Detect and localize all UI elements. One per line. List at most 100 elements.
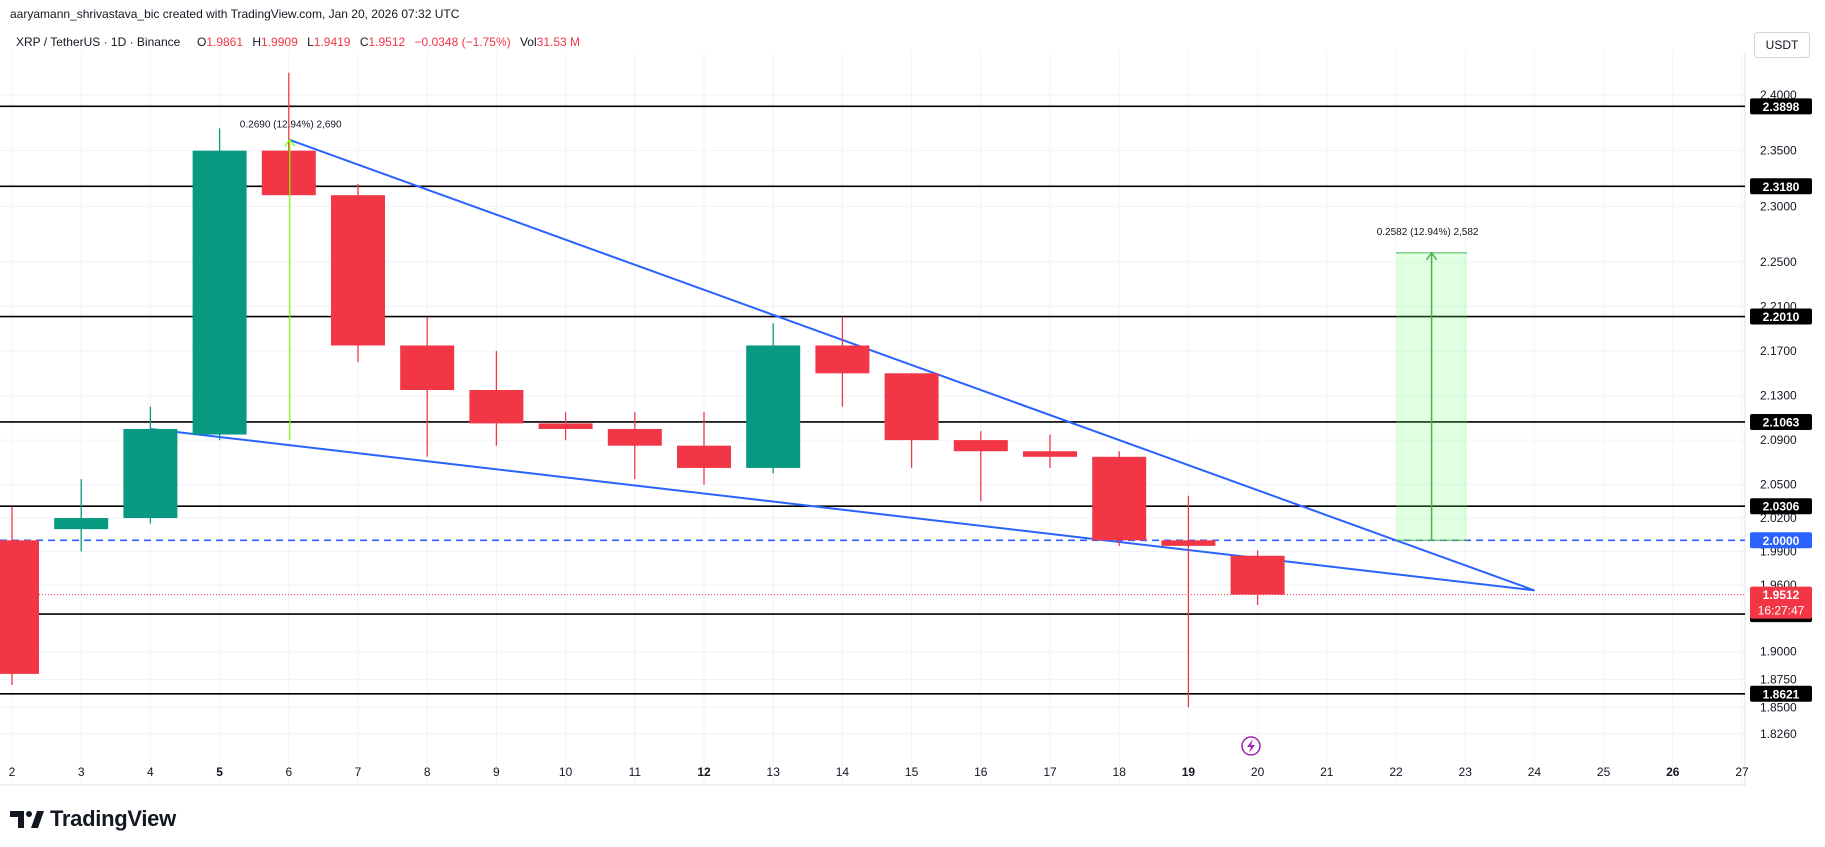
trendline (288, 138, 1535, 592)
candle[interactable] (54, 479, 109, 552)
level-price-label: 2.3898 (1763, 100, 1800, 114)
symbol-name[interactable]: XRP / TetherUS · 1D · Binance (16, 35, 181, 49)
lightning-icon (1247, 739, 1255, 753)
level-price-tag (1750, 98, 1812, 115)
measure-label: 0.2690 (12.94%) 2,690 (240, 120, 342, 131)
volume-label: Vol (519, 35, 537, 49)
dashed-level-label: 2.0000 (1763, 534, 1800, 548)
bar-countdown-label: 16:27:47 (1758, 604, 1805, 618)
candle[interactable] (192, 128, 247, 441)
x-tick-label: 25 (1597, 765, 1611, 779)
candle[interactable] (1092, 451, 1147, 546)
y-tick-label: 2.0500 (1760, 478, 1797, 492)
level-price-label: 2.0306 (1763, 500, 1800, 514)
candle[interactable] (331, 184, 385, 363)
ohlc-close-label: C (359, 35, 369, 49)
candle-body (192, 150, 247, 435)
volume-value: 31.53 M (536, 35, 581, 49)
candle[interactable] (1023, 434, 1077, 468)
candle[interactable] (746, 323, 801, 474)
ohlc-open-label: O (196, 35, 207, 49)
current-price-label: 1.9512 (1763, 588, 1800, 602)
candle-body (746, 345, 801, 468)
x-tick-label: 14 (836, 765, 850, 779)
tradingview-logo-text: TradingView (50, 806, 176, 831)
candle[interactable] (1161, 495, 1216, 708)
x-tick-label: 10 (559, 765, 573, 779)
candle[interactable] (538, 412, 593, 441)
y-tick-label: 2.1300 (1760, 389, 1797, 403)
ohlc-low-value: 1.9419 (313, 35, 351, 49)
candle[interactable] (1230, 550, 1285, 605)
candle[interactable] (607, 412, 662, 480)
level-price-tag (1750, 178, 1812, 195)
current-price-tag (1750, 586, 1812, 619)
x-tick-label: 13 (767, 765, 781, 779)
x-tick-label: 8 (424, 765, 431, 779)
x-tick-label: 9 (493, 765, 500, 779)
candle-body (953, 440, 1008, 452)
y-tick-label: 2.2500 (1760, 255, 1797, 269)
candle-body (123, 428, 178, 519)
tradingview-logo-icon (10, 811, 44, 828)
ohlc-high-value: 1.9909 (261, 35, 298, 49)
x-tick-label: 2 (9, 765, 16, 779)
candle-body (607, 428, 662, 446)
x-tick-label: 24 (1528, 765, 1542, 779)
candle-body (469, 390, 524, 424)
x-tick-label: 5 (216, 765, 223, 779)
y-tick-label: 2.0200 (1760, 511, 1797, 525)
ohlc-low-label: L (307, 35, 314, 49)
candle[interactable] (123, 406, 178, 524)
y-tick-label: 2.3500 (1760, 144, 1797, 158)
candle[interactable] (884, 373, 939, 468)
level-price-tag (1750, 413, 1812, 430)
candle-body (538, 423, 593, 429)
level-price-tag (1750, 308, 1812, 325)
y-tick-label: 2.1700 (1760, 344, 1797, 358)
tradingview-logo[interactable]: TradingView (10, 806, 176, 832)
candle[interactable] (469, 351, 524, 446)
x-tick-label: 12 (697, 765, 711, 779)
candle[interactable] (261, 72, 316, 196)
candle-body (0, 540, 39, 674)
ohlc-close-value: 1.9512 (368, 35, 406, 49)
level-price-label: 2.3180 (1763, 180, 1800, 194)
horizontal-levels (0, 105, 1745, 695)
x-tick-label: 26 (1666, 765, 1680, 779)
projection-label: 0.2582 (12.94%) 2,582 (1377, 227, 1479, 238)
x-tick-label: 23 (1459, 765, 1473, 779)
y-tick-label: 1.8750 (1760, 672, 1797, 686)
x-tick-label: 4 (147, 765, 154, 779)
level-price-label: 2.2010 (1763, 310, 1800, 324)
currency-selector-button[interactable]: USDT (1754, 32, 1810, 58)
x-tick-label: 16 (974, 765, 988, 779)
y-tick-label: 1.9000 (1760, 645, 1797, 659)
y-tick-label: 2.3000 (1760, 199, 1797, 213)
symbol-info-row: XRP / TetherUS · 1D · Binance O1.9861 H1… (16, 35, 586, 49)
x-tick-label: 21 (1320, 765, 1334, 779)
candle-body (884, 373, 939, 441)
candle[interactable] (677, 412, 731, 485)
candle[interactable] (400, 317, 455, 457)
event-marker[interactable] (1241, 736, 1261, 756)
candle-body (1023, 451, 1077, 457)
candle-body (815, 345, 870, 374)
x-tick-label: 6 (285, 765, 292, 779)
projection-arrow-head (1425, 251, 1438, 261)
trendline (150, 427, 1535, 592)
x-tick-label: 17 (1043, 765, 1057, 779)
x-tick-label: 27 (1735, 765, 1749, 779)
y-tick-label: 1.8500 (1760, 700, 1797, 714)
y-tick-label: 2.0900 (1760, 433, 1797, 447)
candle[interactable] (815, 317, 870, 407)
candle[interactable] (953, 431, 1008, 502)
chart-grid (0, 52, 1746, 786)
trendlines (150, 138, 1535, 592)
x-tick-label: 18 (1113, 765, 1127, 779)
x-tick-label: 11 (629, 765, 642, 779)
ohlc-change-value: −0.0348 (−1.75%) (414, 35, 511, 49)
candle-body (1161, 540, 1216, 546)
candle[interactable] (0, 506, 39, 686)
